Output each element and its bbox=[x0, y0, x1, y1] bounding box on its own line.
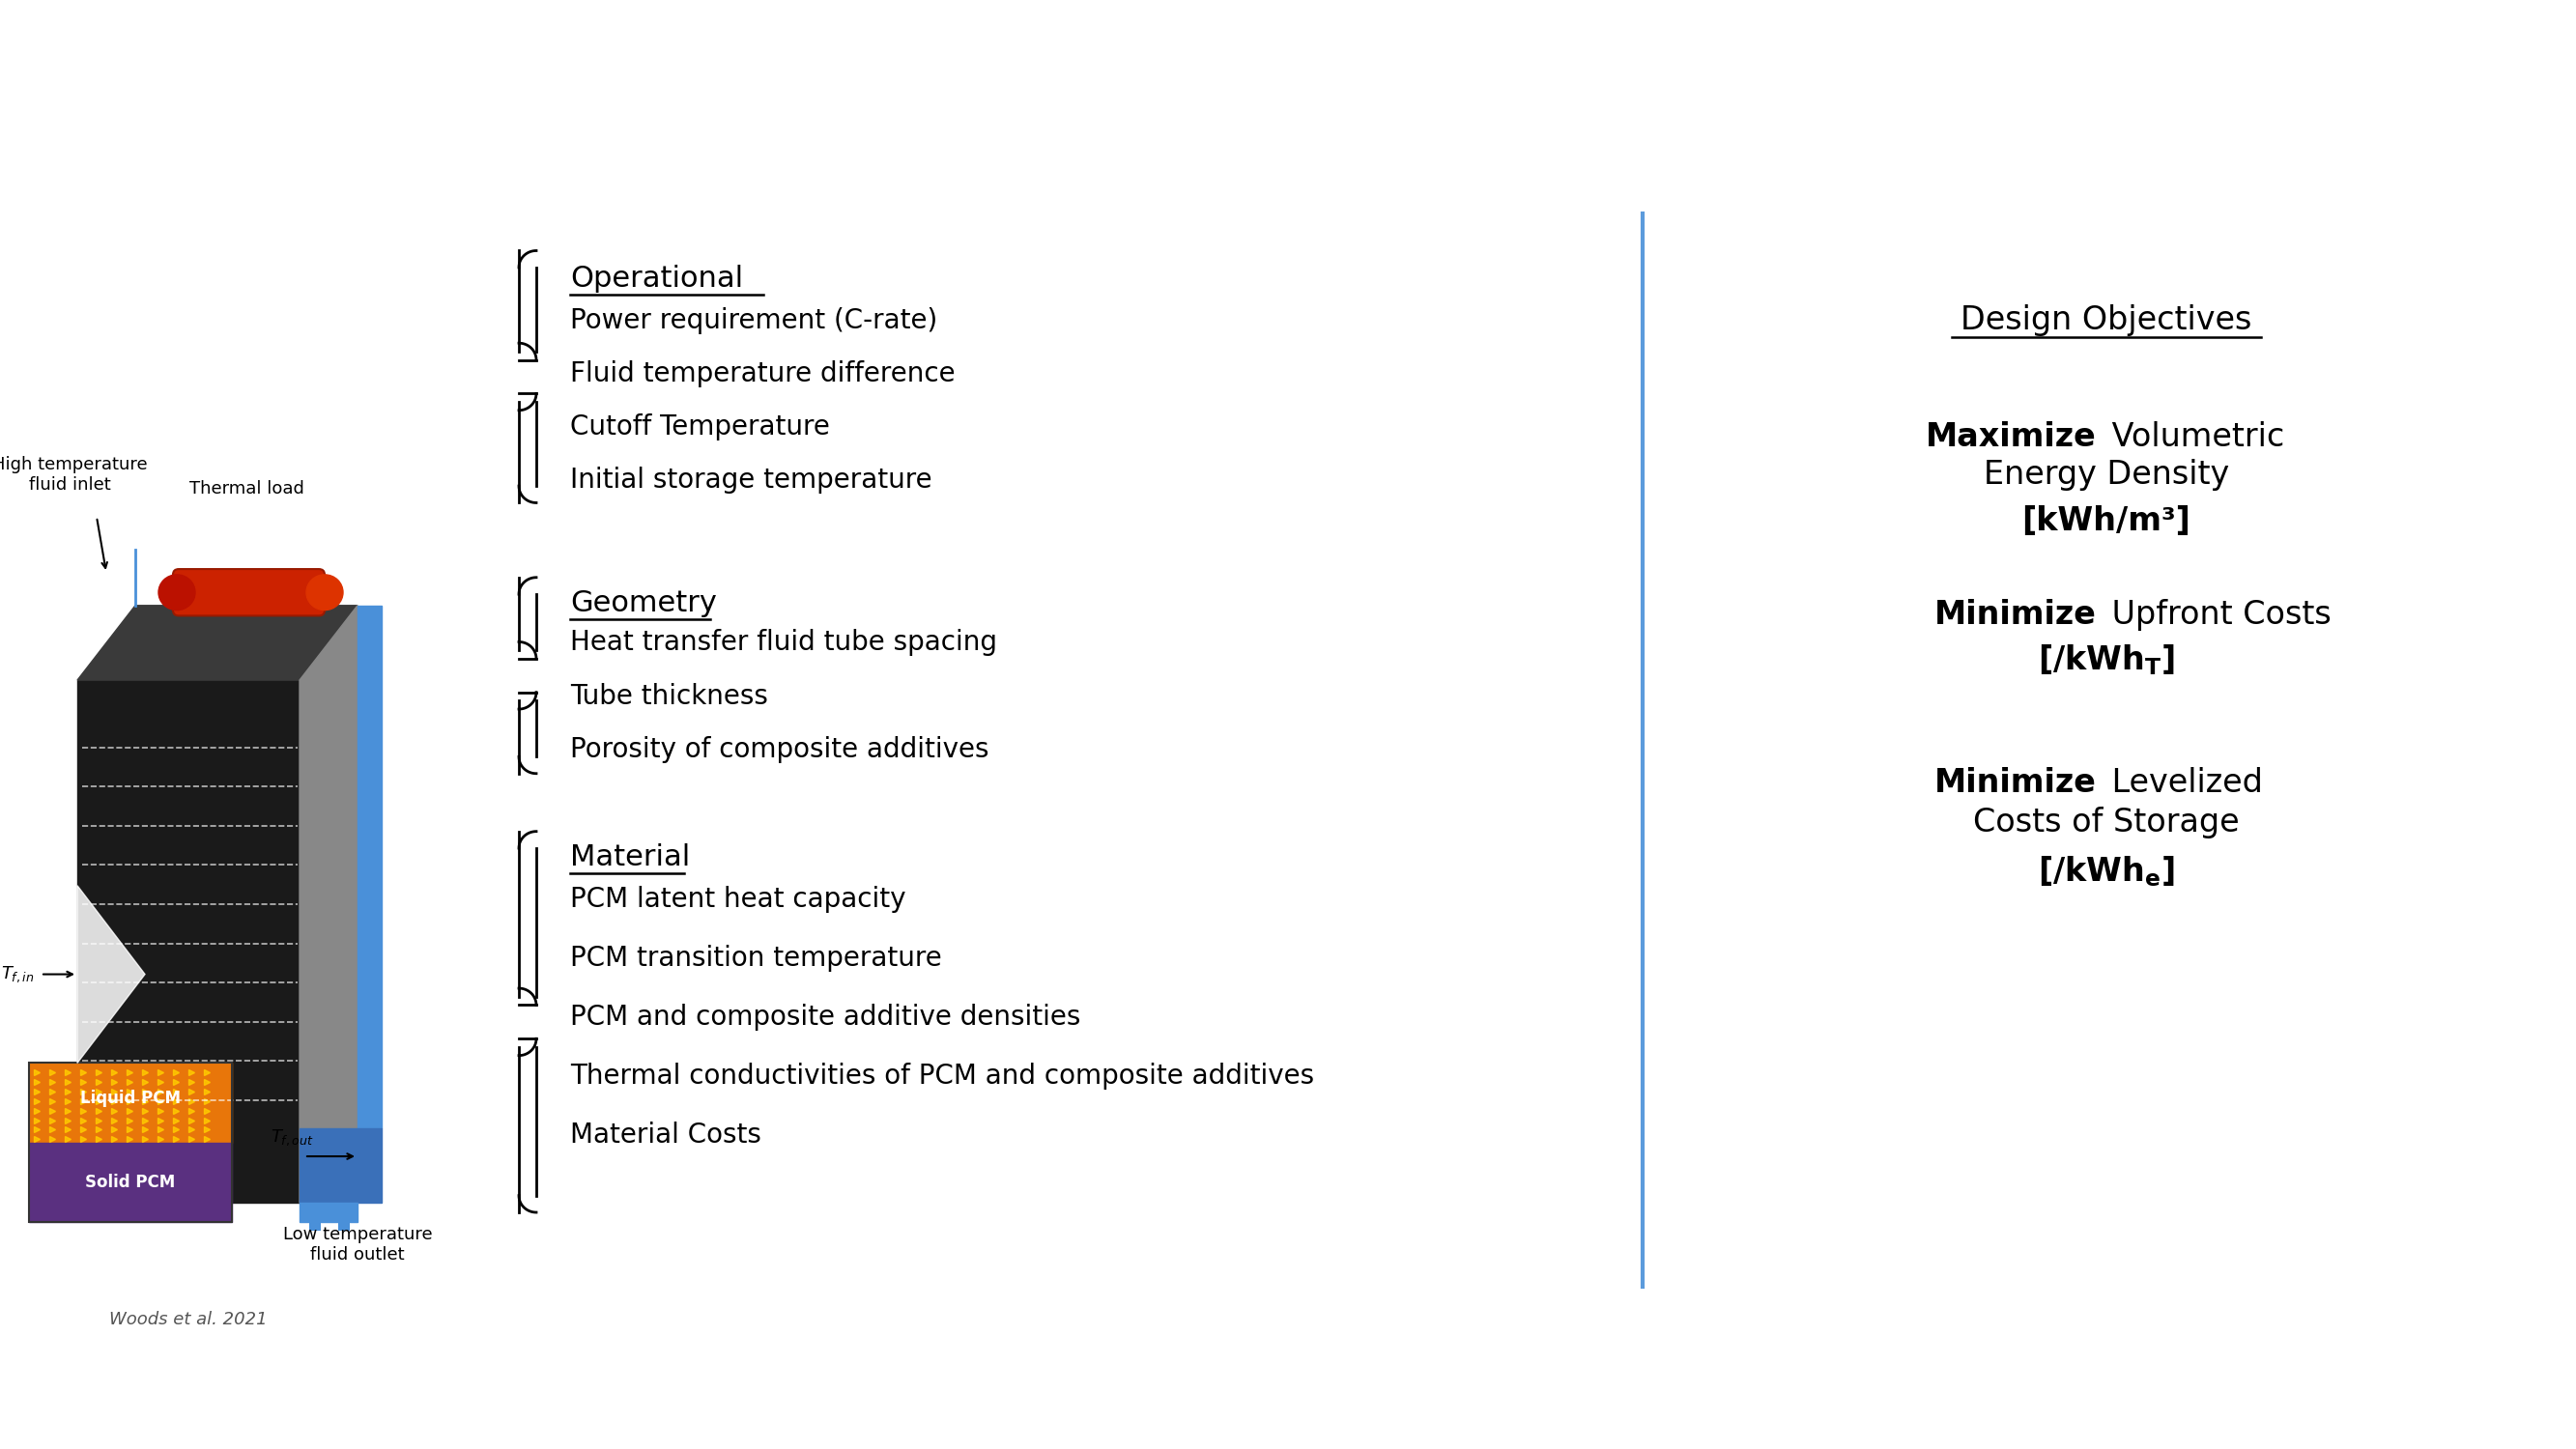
FancyBboxPatch shape bbox=[309, 1203, 322, 1232]
Polygon shape bbox=[299, 1129, 381, 1203]
Circle shape bbox=[307, 575, 343, 610]
Text: Tube thickness: Tube thickness bbox=[569, 682, 768, 710]
Text: PCM transition temperature: PCM transition temperature bbox=[569, 945, 943, 972]
Text: [$\mathregular{/kWh_T}$]: [$\mathregular{/kWh_T}$] bbox=[2038, 642, 2174, 677]
Text: Initial storage temperature: Initial storage temperature bbox=[569, 467, 933, 494]
Text: Low temperature
fluid outlet: Low temperature fluid outlet bbox=[283, 1226, 433, 1264]
Text: Minimize: Minimize bbox=[1935, 767, 2097, 798]
Polygon shape bbox=[28, 1142, 232, 1222]
Text: Costs of Storage: Costs of Storage bbox=[1973, 806, 2239, 838]
Polygon shape bbox=[77, 885, 144, 1064]
Polygon shape bbox=[77, 606, 358, 680]
Polygon shape bbox=[299, 1203, 358, 1222]
Polygon shape bbox=[358, 606, 381, 1129]
Text: Fluid temperature difference: Fluid temperature difference bbox=[569, 361, 956, 387]
Text: Design Objectives: Design Objectives bbox=[1960, 304, 2251, 336]
Text: Minimize: Minimize bbox=[1935, 598, 2097, 630]
Text: Thermal load: Thermal load bbox=[188, 480, 304, 497]
Text: $T_{f,out}$: $T_{f,out}$ bbox=[270, 1127, 314, 1148]
Text: Porosity of composite additives: Porosity of composite additives bbox=[569, 736, 989, 762]
Polygon shape bbox=[77, 680, 299, 1203]
Text: Cutoff Temperature: Cutoff Temperature bbox=[569, 413, 829, 440]
Text: Solid PCM: Solid PCM bbox=[85, 1174, 175, 1191]
Text: Power requirement (C-rate): Power requirement (C-rate) bbox=[569, 307, 938, 335]
Text: Energy Density: Energy Density bbox=[1984, 459, 2228, 491]
Text: Liquid PCM: Liquid PCM bbox=[80, 1090, 180, 1107]
Text: Device Optimization: Device Optimization bbox=[72, 57, 1018, 136]
Polygon shape bbox=[28, 1064, 232, 1142]
Text: Upfront Costs: Upfront Costs bbox=[2102, 598, 2331, 630]
FancyBboxPatch shape bbox=[173, 569, 325, 616]
Text: Heat transfer fluid tube spacing: Heat transfer fluid tube spacing bbox=[569, 629, 997, 656]
Text: $T_{f,in}$: $T_{f,in}$ bbox=[0, 965, 33, 984]
Text: High temperature
fluid inlet: High temperature fluid inlet bbox=[0, 456, 147, 494]
Text: Volumetric: Volumetric bbox=[2102, 422, 2285, 454]
Text: Levelized: Levelized bbox=[2102, 767, 2262, 798]
Text: [$\mathregular{/kWh_e}$]: [$\mathregular{/kWh_e}$] bbox=[2038, 855, 2174, 888]
Circle shape bbox=[160, 575, 196, 610]
Text: Maximize: Maximize bbox=[1927, 422, 2097, 454]
Text: Operational: Operational bbox=[569, 265, 742, 293]
Polygon shape bbox=[299, 606, 358, 1203]
Text: [kWh/m³]: [kWh/m³] bbox=[2022, 506, 2192, 538]
Text: Material Costs: Material Costs bbox=[569, 1122, 762, 1149]
Text: Thermal conductivities of PCM and composite additives: Thermal conductivities of PCM and compos… bbox=[569, 1062, 1314, 1090]
Text: PCM latent heat capacity: PCM latent heat capacity bbox=[569, 885, 907, 913]
FancyBboxPatch shape bbox=[337, 1203, 350, 1232]
Text: Material: Material bbox=[569, 843, 690, 871]
Text: Geometry: Geometry bbox=[569, 590, 716, 617]
Text: PCM and composite additive densities: PCM and composite additive densities bbox=[569, 1004, 1079, 1030]
Text: Woods et al. 2021: Woods et al. 2021 bbox=[108, 1311, 268, 1329]
